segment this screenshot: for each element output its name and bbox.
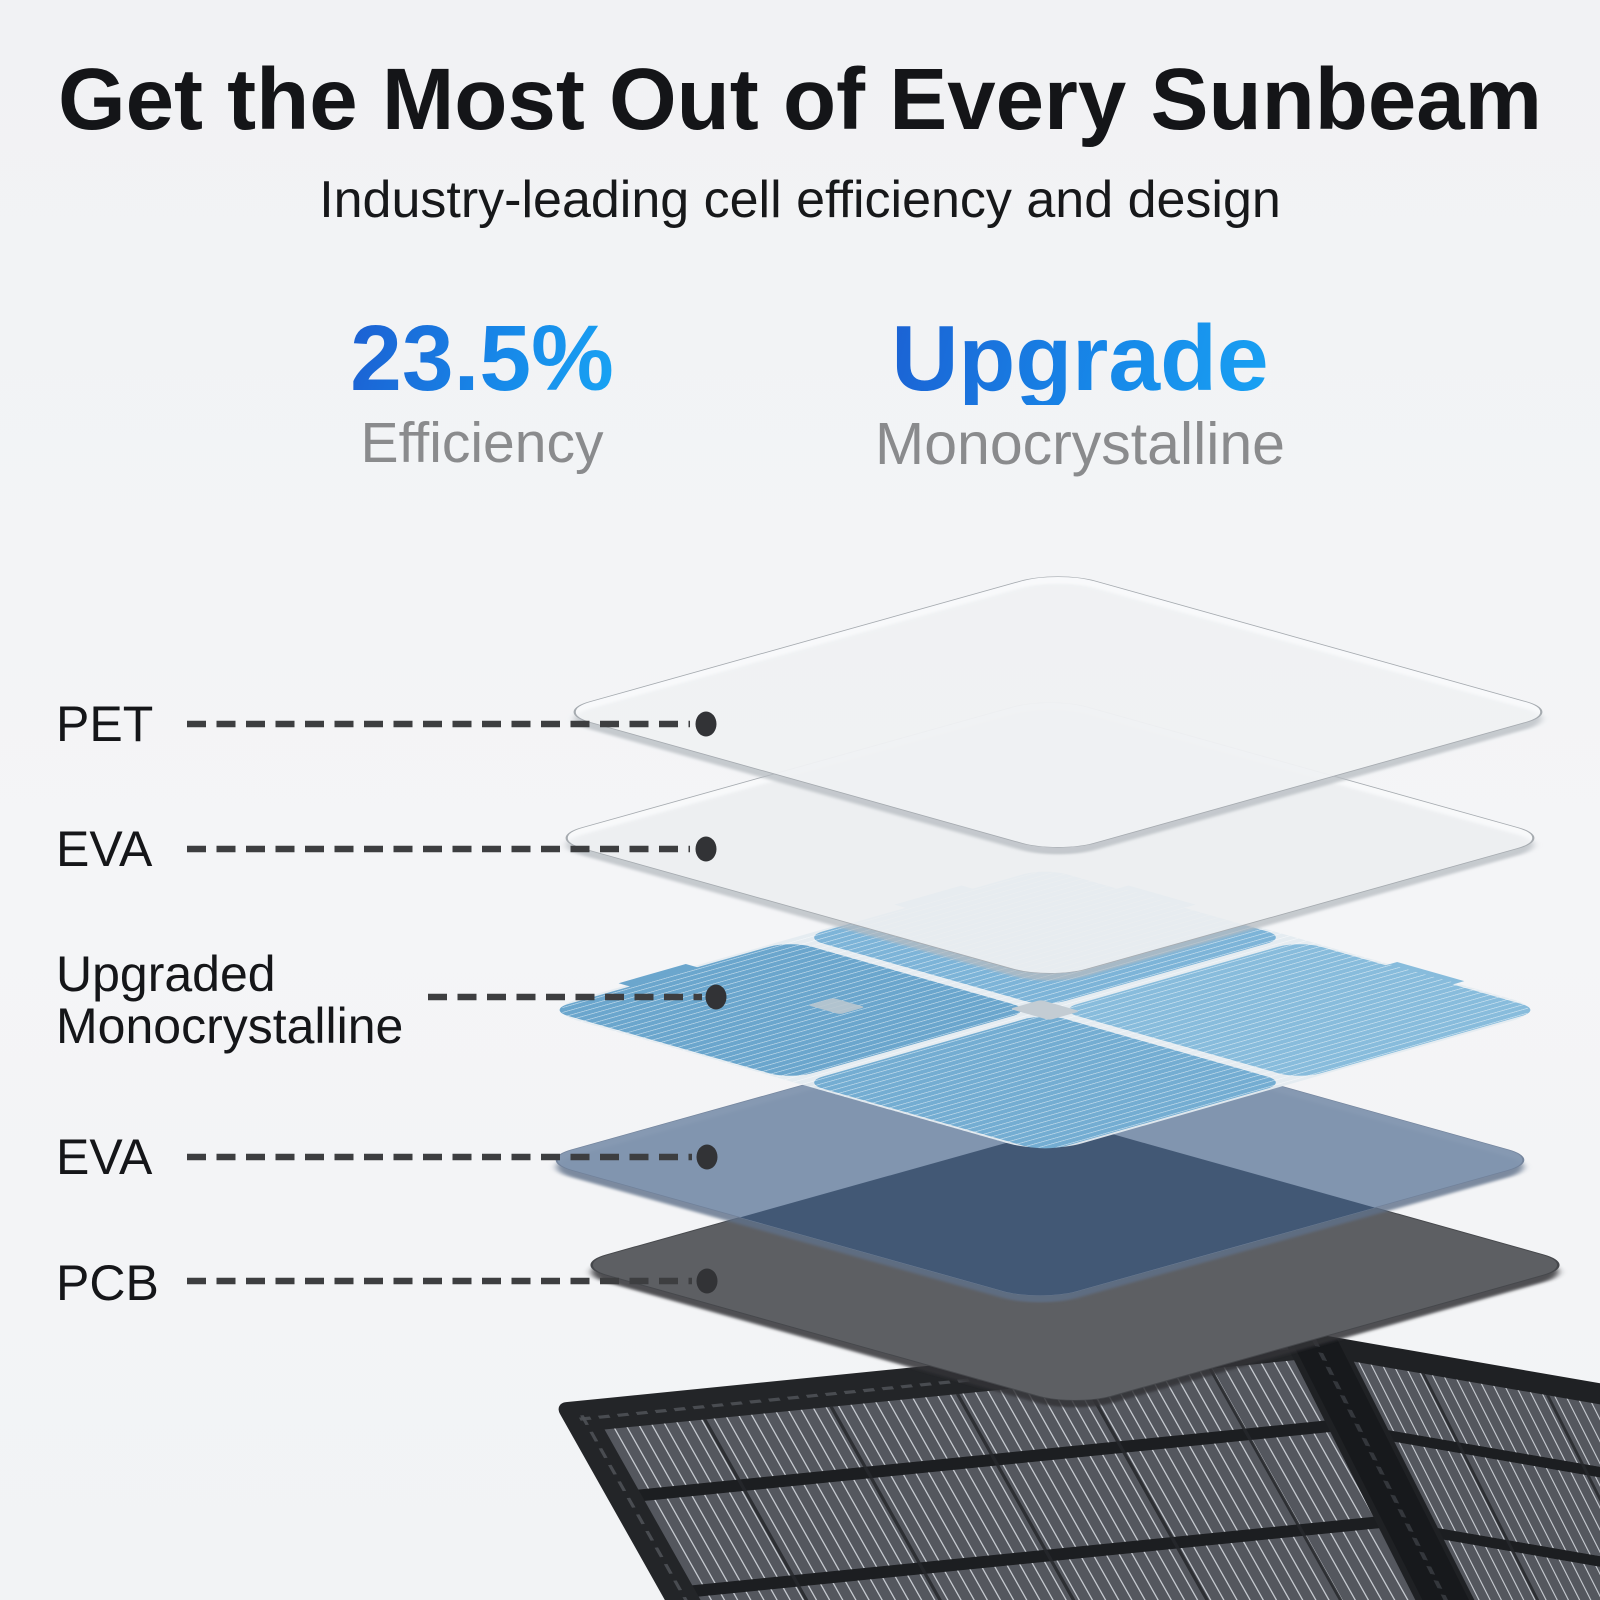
stat-upgrade: Upgrade Monocrystalline xyxy=(875,312,1285,474)
stat-upgrade-value: Upgrade xyxy=(875,312,1285,405)
stat-efficiency: 23.5% Efficiency xyxy=(350,312,614,472)
layer-label-mono: Upgraded Monocrystalline xyxy=(56,948,403,1052)
leader-dot-eva-top xyxy=(695,836,717,862)
page-subtitle: Industry-leading cell efficiency and des… xyxy=(319,171,1281,229)
layer-label-eva-top: EVA xyxy=(56,821,153,877)
cell-solder-pad xyxy=(1011,1000,1079,1020)
cell-solder-pad xyxy=(809,998,864,1014)
layer-label-mono-line2: Monocrystalline xyxy=(56,998,404,1054)
layer-label-eva-bottom: EVA xyxy=(56,1129,153,1185)
page-title: Get the Most Out of Every Sunbeam xyxy=(57,51,1543,148)
layer-label-pcb: PCB xyxy=(56,1255,159,1311)
leader-dot-pcb xyxy=(696,1268,718,1294)
stat-efficiency-value: 23.5% xyxy=(350,306,614,410)
leader-dot-mono xyxy=(705,984,727,1010)
stat-upgrade-label: Monocrystalline xyxy=(875,411,1285,477)
layer-label-pet: PET xyxy=(56,696,154,752)
leader-dot-eva-bottom xyxy=(696,1144,718,1170)
layer-label-mono-line1: Upgraded xyxy=(56,946,276,1002)
folded-panel-right-section xyxy=(1277,1327,1600,1600)
folded-panel-photo xyxy=(558,1327,1600,1600)
leader-dot-pet xyxy=(695,711,717,737)
stat-efficiency-label: Efficiency xyxy=(360,411,604,475)
panel-fold-seam xyxy=(1286,1330,1600,1600)
